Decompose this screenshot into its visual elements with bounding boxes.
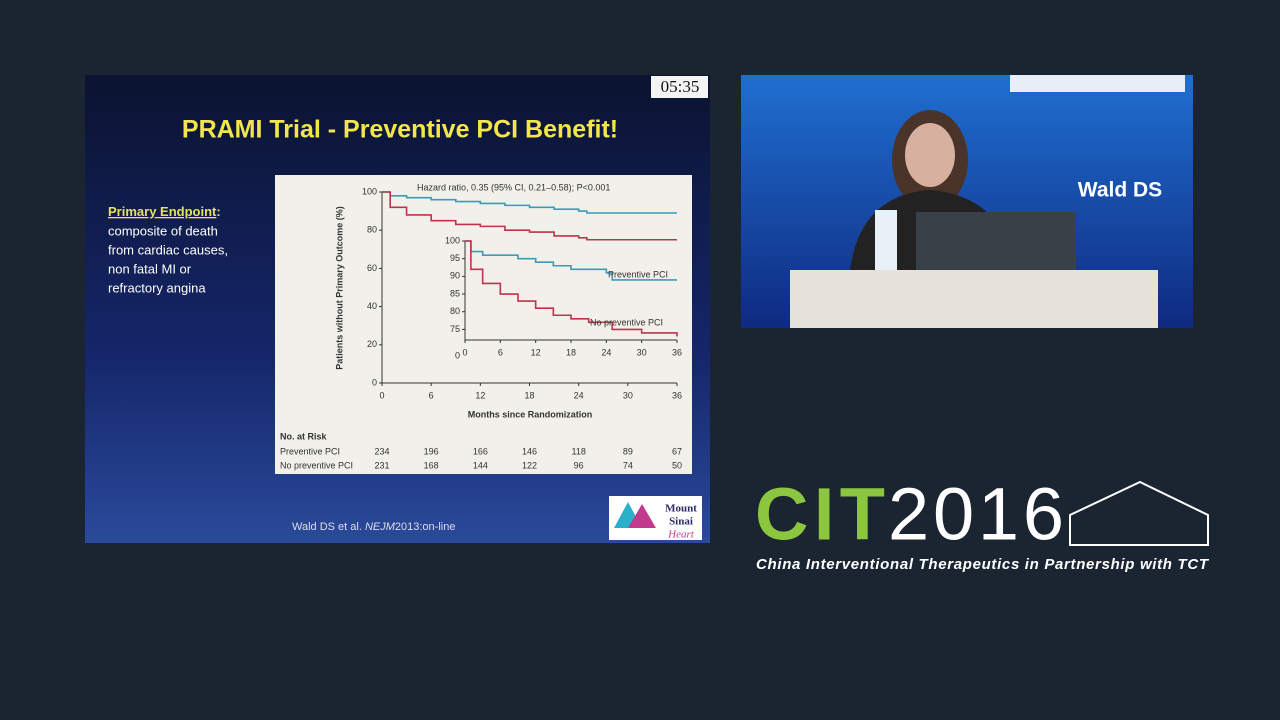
logo-text: Sinai <box>669 516 693 528</box>
risk-row-label: No preventive PCI <box>280 460 353 470</box>
x-tick-label: 6 <box>429 390 434 400</box>
annotation: Hazard ratio, 0.35 (95% CI, 0.21–0.58); … <box>417 182 610 192</box>
citation-part: Wald DS et al. <box>292 521 365 533</box>
km-curve <box>382 191 677 214</box>
x-tick-label: 6 <box>498 347 503 357</box>
x-tick-label: 0 <box>379 390 384 400</box>
y-tick-label: 60 <box>367 263 377 273</box>
km-curve <box>465 240 678 337</box>
risk-value: 231 <box>374 460 389 470</box>
risk-value: 166 <box>473 446 488 456</box>
series-label: No preventive PCI <box>590 317 663 327</box>
endpoint-line: composite of death <box>108 223 218 238</box>
x-tick-label: 18 <box>524 390 534 400</box>
y-tick-label: 85 <box>450 288 460 298</box>
risk-value: 196 <box>424 446 439 456</box>
building-icon <box>1069 480 1209 546</box>
risk-value: 118 <box>571 446 585 456</box>
x-tick-label: 18 <box>566 347 576 357</box>
logo-text: Heart <box>667 529 695 541</box>
x-tick-label: 12 <box>475 390 485 400</box>
x-tick-label: 36 <box>672 347 682 357</box>
risk-value: 74 <box>623 460 633 470</box>
podium <box>790 270 1158 328</box>
risk-value: 50 <box>672 460 682 470</box>
endpoint-line: non fatal MI or <box>108 261 192 276</box>
screen-banner <box>1010 75 1185 92</box>
x-tick-label: 30 <box>637 347 647 357</box>
risk-value: 122 <box>522 460 537 470</box>
x-tick-label: 0 <box>462 347 467 357</box>
risk-value: 234 <box>374 446 389 456</box>
slide-title: PRAMI Trial - Preventive PCI Benefit! <box>182 116 618 144</box>
y-tick-label: 95 <box>450 253 460 263</box>
y-tick-label: 80 <box>367 225 377 235</box>
risk-value: 67 <box>672 446 682 456</box>
chart-panel <box>275 175 692 474</box>
y-tick-label: 100 <box>362 186 377 196</box>
risk-value: 168 <box>424 460 439 470</box>
laptop <box>916 212 1076 272</box>
timer: 05:35 <box>661 77 700 96</box>
km-curve <box>382 191 677 241</box>
x-tick-label: 30 <box>623 390 633 400</box>
citation-part: NEJM <box>365 521 396 533</box>
logo-icon <box>628 504 656 528</box>
citation-part: 2013:on-line <box>395 521 456 533</box>
logo-text: Mount <box>665 503 697 515</box>
y-tick-label: 90 <box>450 271 460 281</box>
colon: : <box>216 204 220 219</box>
y-tick-label: 100 <box>445 235 460 245</box>
x-tick-label: 36 <box>672 390 682 400</box>
risk-row-label: Preventive PCI <box>280 446 340 456</box>
endpoint-heading: Primary Endpoint: <box>108 204 221 219</box>
x-tick-label: 24 <box>601 347 611 357</box>
timer-box <box>651 76 708 98</box>
event-name: CIT <box>755 473 885 556</box>
km-curve <box>465 240 677 281</box>
citation: Wald DS et al. NEJM2013:on-line <box>292 521 455 533</box>
y-tick-label: 75 <box>450 324 460 334</box>
y-tick-label: 80 <box>450 306 460 316</box>
bottle <box>875 210 897 270</box>
risk-value: 89 <box>623 446 633 456</box>
y-break-label: 0 <box>455 350 460 360</box>
x-tick-label: 24 <box>574 390 584 400</box>
y-tick-label: 40 <box>367 301 377 311</box>
endpoint-line: refractory angina <box>108 280 206 295</box>
series-label: Preventive PCI <box>608 269 668 279</box>
event-year: 2016 <box>888 473 1064 556</box>
y-axis-label: Patients without Primary Outcome (%) <box>334 206 344 370</box>
y-tick-label: 0 <box>372 377 377 387</box>
endpoint-line: from cardiac causes, <box>108 242 228 257</box>
x-axis-label: Months since Randomization <box>468 409 593 419</box>
risk-title: No. at Risk <box>280 431 328 441</box>
y-tick-label: 20 <box>367 339 377 349</box>
endpoint-heading-text: Primary Endpoint <box>108 204 217 219</box>
risk-value: 146 <box>522 446 537 456</box>
event-tagline: China Interventional Therapeutics in Par… <box>756 556 1210 573</box>
video-sign: Wald DS <box>1078 179 1162 202</box>
risk-value: 144 <box>473 460 488 470</box>
risk-value: 96 <box>574 460 584 470</box>
x-tick-label: 12 <box>531 347 541 357</box>
speaker-face <box>905 123 955 187</box>
